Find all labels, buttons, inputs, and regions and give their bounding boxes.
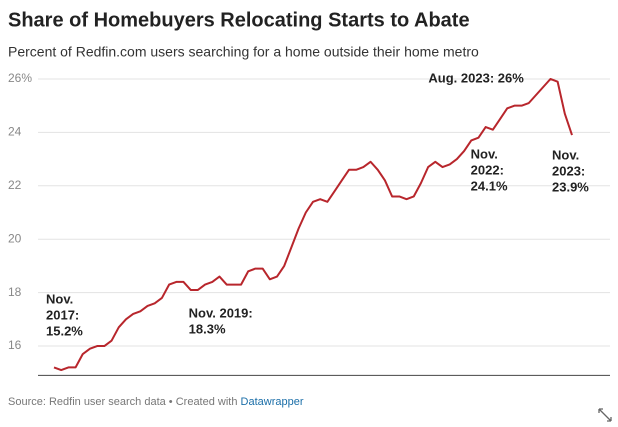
annotation: 18.3% [189,321,226,336]
y-tick-label: 26% [8,71,32,85]
annotation: 24.1% [471,178,508,193]
annotation: Aug. 2023: 26% [428,70,524,85]
annotation: 2022: [471,162,504,177]
annotation: Nov. [552,147,579,162]
annotation: 2017: [46,307,79,322]
annotation: 15.2% [46,323,83,338]
chart-subtitle: Percent of Redfin.com users searching fo… [8,44,479,60]
annotation: 2023: [552,163,585,178]
source: Source: Redfin user search data • Create… [8,396,304,408]
credit-link[interactable]: Datawrapper [241,396,304,408]
annotation: Nov. 2019: [189,305,253,320]
y-tick-label: 16 [8,338,22,352]
annotation: Nov. [471,146,498,161]
annotation: Nov. [46,291,73,306]
y-tick-label: 20 [8,231,22,245]
y-tick-label: 24 [8,125,22,139]
y-tick-label: 18 [8,285,22,299]
line-series [53,77,573,372]
y-tick-label: 22 [8,178,22,192]
annotation: 23.9% [552,179,589,194]
chart-title: Share of Homebuyers Relocating Starts to… [8,9,470,31]
expand-icon[interactable] [598,408,612,422]
source-text: Source: Redfin user search data • Create… [8,396,237,408]
